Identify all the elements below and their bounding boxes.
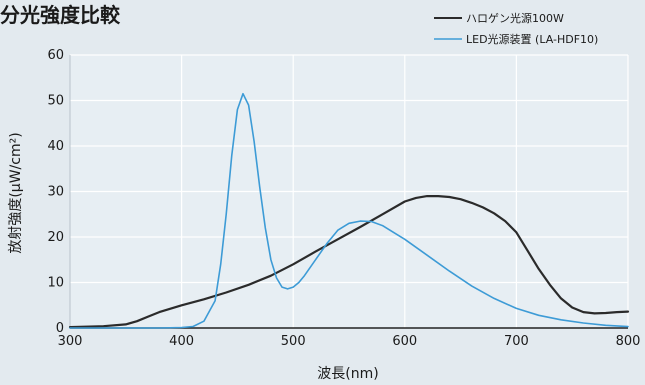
y-tick-label: 40	[47, 139, 64, 154]
series-layer	[68, 92, 630, 329]
x-tick-label: 700	[504, 334, 529, 349]
y-tick-label: 60	[47, 48, 64, 63]
tick-labels: 0 10 20 30 40 50 60 300 400 500 600 700 800	[47, 48, 640, 349]
y-tick-label: 50	[47, 94, 64, 109]
series-line-halogen	[68, 195, 630, 329]
chart-title: 分光強度比較	[0, 3, 121, 27]
x-tick-label: 500	[281, 334, 306, 349]
x-axis-label: 波長(nm)	[317, 366, 378, 382]
legend-label-halogen: ハロゲン光源100W	[466, 11, 564, 25]
legend: ハロゲン光源100W LED光源装置 (LA-HDF10)	[434, 11, 598, 46]
grid	[70, 54, 629, 328]
x-tick-label: 400	[169, 334, 194, 349]
series-line-led	[69, 92, 629, 329]
x-tick-label: 600	[392, 334, 417, 349]
y-tick-label: 10	[47, 276, 64, 291]
x-tick-label: 800	[616, 334, 641, 349]
legend-label-led: LED光源装置 (LA-HDF10)	[466, 32, 598, 46]
y-tick-label: 30	[47, 185, 64, 200]
y-axis-label: 放射強度(μW/cm²)	[8, 132, 24, 253]
y-tick-label: 20	[47, 230, 64, 245]
x-tick-label: 300	[58, 334, 83, 349]
y-tick-label: 0	[56, 321, 64, 336]
